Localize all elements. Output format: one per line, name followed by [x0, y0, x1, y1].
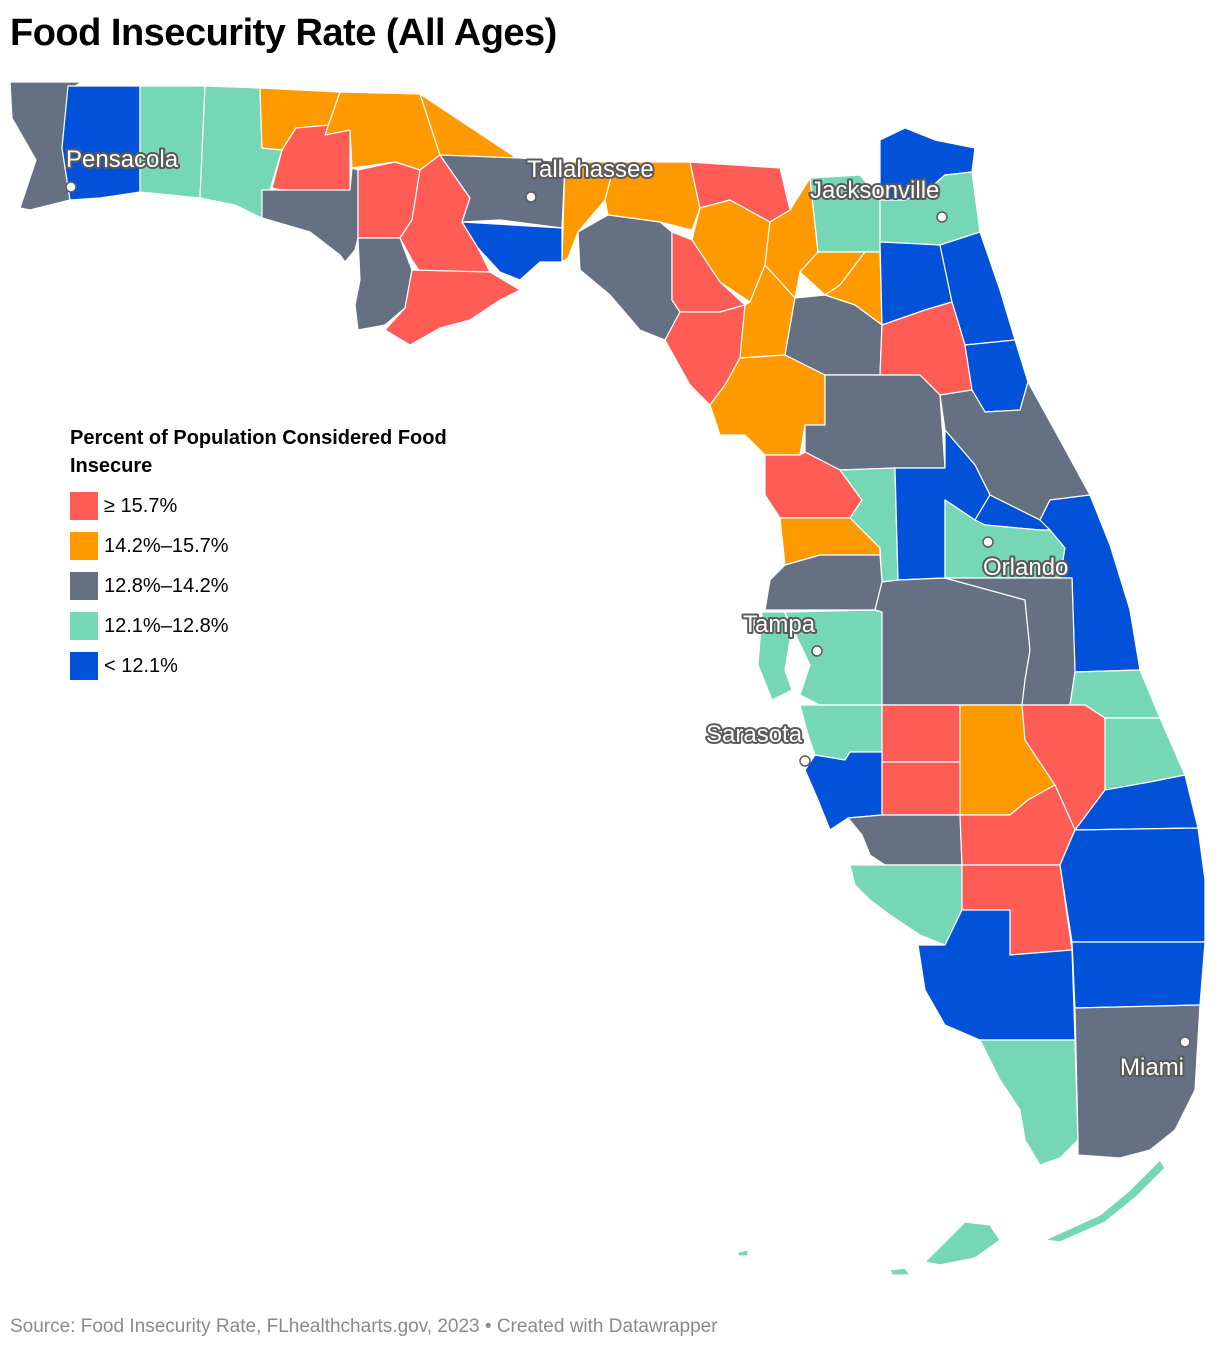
- legend-label: 12.8%–14.2%: [104, 574, 229, 597]
- county-leon[interactable]: [439, 154, 566, 229]
- county-shapes: [9, 81, 1206, 1276]
- county-desoto[interactable]: [881, 761, 961, 816]
- legend-item: 12.8%–14.2%: [70, 566, 470, 606]
- city-label: Sarasota: [706, 721, 803, 748]
- city-label: Tampa: [743, 611, 816, 638]
- county-monroe-keys[interactable]: [737, 1159, 1166, 1276]
- county-bay[interactable]: [261, 167, 359, 263]
- city-dot: [982, 536, 994, 548]
- legend-label: 14.2%–15.7%: [104, 534, 229, 557]
- city-orlando[interactable]: Orlando: [981, 536, 1070, 583]
- legend-label: 12.1%–12.8%: [104, 614, 229, 637]
- county-gulf[interactable]: [354, 237, 413, 331]
- county-okaloosa[interactable]: [139, 85, 206, 199]
- city-label: Orlando: [983, 554, 1068, 581]
- city-pensacola[interactable]: Pensacola: [64, 144, 181, 193]
- county-miami-dade[interactable]: [1074, 1004, 1201, 1159]
- city-label: Miami: [1120, 1054, 1184, 1081]
- county-monroe-mainland[interactable]: [979, 1039, 1079, 1166]
- legend-swatch: [70, 532, 98, 560]
- legend-label: < 12.1%: [104, 654, 178, 677]
- city-jacksonville[interactable]: Jacksonville: [808, 175, 948, 223]
- city-label: Jacksonville: [810, 177, 939, 204]
- legend-swatch: [70, 492, 98, 520]
- city-dot: [799, 755, 811, 767]
- county-franklin[interactable]: [384, 269, 521, 346]
- legend-item: < 12.1%: [70, 646, 470, 686]
- legend-swatch: [70, 652, 98, 680]
- county-charlotte[interactable]: [847, 814, 963, 866]
- county-polk[interactable]: [874, 577, 1031, 706]
- legend-label: ≥ 15.7%: [104, 494, 178, 517]
- county-palm-beach[interactable]: [1059, 827, 1206, 943]
- city-markers: Pensacola Tallahassee Jacksonville Orlan…: [64, 144, 1191, 1083]
- legend-item: 12.1%–12.8%: [70, 606, 470, 646]
- city-dot: [1179, 1036, 1191, 1048]
- county-pinellas[interactable]: [757, 611, 793, 701]
- city-dot: [65, 181, 77, 193]
- legend-swatch: [70, 612, 98, 640]
- city-dot: [525, 191, 537, 203]
- county-hardee[interactable]: [881, 704, 961, 763]
- city-sarasota[interactable]: Sarasota: [704, 719, 811, 767]
- city-tampa[interactable]: Tampa: [741, 609, 823, 657]
- county-taylor[interactable]: [577, 214, 681, 341]
- city-label: Tallahassee: [527, 156, 654, 183]
- county-martin[interactable]: [1074, 774, 1199, 831]
- county-pasco[interactable]: [764, 554, 883, 611]
- chart-title: Food Insecurity Rate (All Ages): [10, 12, 557, 54]
- city-tallahassee[interactable]: Tallahassee: [525, 154, 656, 203]
- city-label: Pensacola: [66, 146, 179, 173]
- county-marion[interactable]: [804, 374, 946, 471]
- legend: Percent of Population Considered Food In…: [70, 424, 470, 686]
- city-miami[interactable]: Miami: [1118, 1036, 1191, 1083]
- city-dot: [811, 645, 823, 657]
- legend-item: ≥ 15.7%: [70, 486, 470, 526]
- legend-swatch: [70, 572, 98, 600]
- legend-item: 14.2%–15.7%: [70, 526, 470, 566]
- legend-title: Percent of Population Considered Food In…: [70, 427, 447, 477]
- county-broward[interactable]: [1071, 941, 1206, 1009]
- source-footer: Source: Food Insecurity Rate, FLhealthch…: [10, 1316, 718, 1337]
- county-lee[interactable]: [849, 864, 963, 946]
- county-wakulla[interactable]: [461, 221, 563, 281]
- city-dot: [936, 211, 948, 223]
